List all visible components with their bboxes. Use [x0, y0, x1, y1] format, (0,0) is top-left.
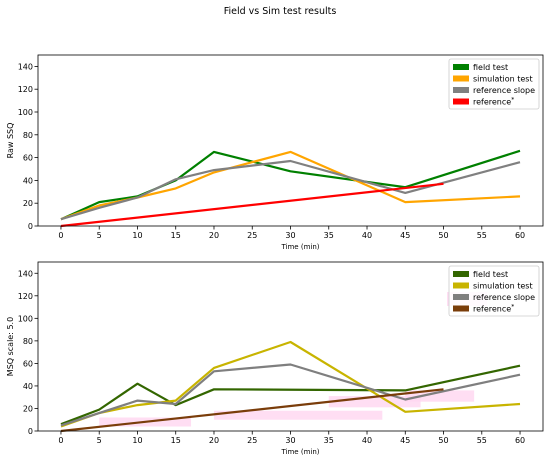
- raw-ssq-series-simulation-test: [60, 150, 521, 221]
- panel-msq-scale: 0 5 10 15 20 25 30 35 40 45 50 55 60 0 20 40 60 80 100 120 1…: [6, 261, 544, 456]
- raw-ssq-series-reference-slope: [60, 159, 521, 221]
- raw-ssq-xtick-label-40: 40: [362, 231, 372, 240]
- raw-ssq-xtick-label-60: 60: [515, 231, 525, 240]
- msq-xtick-label-50: 50: [438, 436, 448, 445]
- raw-ssq-legend-entry-3: reference*: [473, 97, 514, 107]
- msq-xtick-label-30: 30: [285, 436, 295, 445]
- raw-ssq-ytick-label-140: 140: [18, 62, 33, 71]
- msq-ytick-label-40: 40: [23, 382, 33, 391]
- raw-ssq-ytick-label-20: 20: [23, 199, 33, 208]
- msq-legend-entry-0: field test: [473, 270, 508, 279]
- raw-ssq-xtick-label-0: 0: [58, 231, 63, 240]
- msq-legend: field test simulation test reference slope…: [448, 265, 540, 317]
- msq-legend-entry-3: reference*: [473, 304, 514, 314]
- raw-ssq-xtick-label-30: 30: [285, 231, 295, 240]
- msq-y-axis-label: MSQ scale: 5.0: [6, 317, 15, 376]
- msq-ytick-label-80: 80: [23, 337, 33, 346]
- msq-xtick-label-45: 45: [400, 436, 410, 445]
- shade-band-1: [213, 410, 383, 420]
- msq-legend-box: [448, 265, 540, 317]
- raw-ssq-ytick-label-60: 60: [23, 154, 33, 163]
- raw-ssq-xtick-label-35: 35: [324, 231, 334, 240]
- raw-ssq-legend-entry-2: reference slope: [473, 86, 535, 95]
- msq-xtick-label-40: 40: [362, 436, 372, 445]
- raw-ssq-legend-swatch-0: [453, 64, 469, 70]
- raw-ssq-xtick-label-55: 55: [477, 231, 487, 240]
- msq-series-field-test: [60, 364, 521, 426]
- msq-x-axis-label: Time (min): [280, 448, 319, 456]
- msq-legend-swatch-1: [453, 282, 469, 289]
- raw-ssq-legend-swatch-1: [453, 75, 469, 82]
- msq-ytick-label-0: 0: [28, 427, 33, 436]
- msq-series-reference-slope: [60, 363, 521, 427]
- raw-ssq-x-axis-label: Time (min): [280, 243, 319, 251]
- shade-band-3: [405, 390, 475, 402]
- msq-series-reference: [60, 388, 444, 433]
- raw-ssq-legend-box: [448, 58, 540, 110]
- raw-ssq-ytick-label-0: 0: [28, 222, 33, 231]
- msq-xtick-label-20: 20: [209, 436, 219, 445]
- msq-xtick-label-5: 5: [97, 436, 102, 445]
- raw-ssq-legend-entry-0: field test: [473, 63, 508, 72]
- raw-ssq-xtick-label-20: 20: [209, 231, 219, 240]
- panel-raw-ssq: 0 5 10 15 20 25 30 35 40 45 50 55 60 0 20 40 60 80 100 120 1…: [6, 54, 544, 251]
- raw-ssq-legend-entry-1: simulation test: [473, 75, 533, 84]
- raw-ssq-xtick-label-25: 25: [247, 231, 257, 240]
- raw-ssq-series-reference: [60, 182, 444, 228]
- msq-legend-swatch-3: [453, 305, 469, 312]
- raw-ssq-series-field-test: [60, 149, 521, 221]
- raw-ssq-xtick-label-5: 5: [97, 231, 102, 240]
- raw-ssq-legend-swatch-3: [453, 98, 469, 105]
- raw-ssq-ytick-label-40: 40: [23, 176, 33, 185]
- msq-xtick-label-10: 10: [132, 436, 142, 445]
- raw-ssq-xtick-label-15: 15: [171, 231, 181, 240]
- msq-xtick-label-55: 55: [477, 436, 487, 445]
- msq-ytick-label-20: 20: [23, 404, 33, 413]
- raw-ssq-xtick-label-50: 50: [438, 231, 448, 240]
- figure-title: Field vs Sim test results: [224, 6, 337, 17]
- raw-ssq-ytick-label-120: 120: [18, 85, 33, 94]
- msq-ytick-label-120: 120: [18, 292, 33, 301]
- msq-ytick-label-100: 100: [18, 314, 33, 323]
- raw-ssq-xtick-label-45: 45: [400, 231, 410, 240]
- raw-ssq-ytick-label-80: 80: [23, 131, 33, 140]
- msq-xtick-label-25: 25: [247, 436, 257, 445]
- shade-band-2: [328, 396, 421, 408]
- raw-ssq-legend-swatch-2: [453, 87, 469, 93]
- raw-ssq-legend: field test simulation test reference slope…: [448, 58, 540, 110]
- msq-legend-entry-1: simulation test: [473, 282, 533, 291]
- msq-legend-swatch-0: [453, 271, 469, 277]
- msq-legend-entry-2: reference slope: [473, 293, 535, 302]
- msq-xtick-label-15: 15: [171, 436, 181, 445]
- raw-ssq-ytick-label-100: 100: [18, 108, 33, 117]
- msq-ytick-label-60: 60: [23, 359, 33, 368]
- msq-legend-swatch-2: [453, 294, 469, 300]
- msq-xtick-label-60: 60: [515, 436, 525, 445]
- raw-ssq-y-axis-label: Raw SSQ: [6, 123, 15, 159]
- msq-ytick-label-140: 140: [18, 269, 33, 278]
- msq-xtick-label-35: 35: [324, 436, 334, 445]
- raw-ssq-xtick-label-10: 10: [132, 231, 142, 240]
- msq-xtick-label-0: 0: [58, 436, 63, 445]
